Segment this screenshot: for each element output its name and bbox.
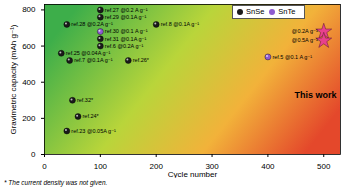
svg-text:400: 400	[22, 78, 36, 87]
svg-text:@0.5A g⁻¹: @0.5A g⁻¹	[292, 37, 318, 43]
svg-text:ref.26*: ref.26*	[133, 57, 150, 63]
svg-text:ref.31 @0.1A g⁻¹: ref.31 @0.1A g⁻¹	[105, 36, 147, 42]
svg-text:0: 0	[31, 150, 36, 159]
svg-text:100: 100	[94, 162, 108, 171]
svg-text:ref.29 @0.1A g⁻¹: ref.29 @0.1A g⁻¹	[105, 14, 147, 20]
svg-text:@0.2A g⁻¹: @0.2A g⁻¹	[292, 28, 318, 34]
svg-text:ref.7 @0.1A g⁻¹: ref.7 @0.1A g⁻¹	[74, 57, 113, 63]
svg-text:600: 600	[22, 42, 36, 51]
html-text:SnTe: SnTe	[278, 7, 296, 16]
svg-text:ref.30 @0.1 A g⁻¹: ref.30 @0.1 A g⁻¹	[105, 28, 148, 34]
svg-text:This work: This work	[294, 90, 337, 100]
html-text:* The current density was not: * The current density was not given.	[4, 179, 108, 186]
svg-text:Gravimetric capacity (mAh g⁻¹): Gravimetric capacity (mAh g⁻¹)	[9, 24, 18, 134]
svg-text:800: 800	[22, 5, 36, 14]
svg-text:ref.23 @0.05A g⁻¹: ref.23 @0.05A g⁻¹	[71, 128, 116, 134]
svg-text:ref.32*: ref.32*	[77, 97, 94, 103]
svg-text:400: 400	[261, 162, 275, 171]
svg-text:300: 300	[205, 162, 219, 172]
svg-text:ref.24*: ref.24*	[83, 113, 100, 119]
svg-text:ref.6 @0.2A g⁻¹: ref.6 @0.2A g⁻¹	[105, 43, 144, 49]
svg-text:ref.25 @0.04A g⁻¹: ref.25 @0.04A g⁻¹	[66, 50, 111, 56]
svg-text:ref.8 @0.1A g⁻¹: ref.8 @0.1A g⁻¹	[161, 21, 200, 27]
svg-text:200: 200	[150, 162, 164, 171]
html-text:SnSe: SnSe	[246, 7, 265, 16]
svg-text:ref.5 @0.1 A g⁻¹: ref.5 @0.1 A g⁻¹	[272, 54, 312, 60]
svg-text:ref.27 @0.2 A g⁻¹: ref.27 @0.2 A g⁻¹	[105, 7, 148, 13]
svg-text:ref.28 @0.2A g⁻¹: ref.28 @0.2A g⁻¹	[71, 21, 113, 27]
svg-text:Cycle number: Cycle number	[168, 170, 218, 179]
svg-text:0: 0	[42, 162, 47, 171]
svg-text:500: 500	[317, 162, 331, 171]
svg-text:200: 200	[22, 114, 36, 123]
